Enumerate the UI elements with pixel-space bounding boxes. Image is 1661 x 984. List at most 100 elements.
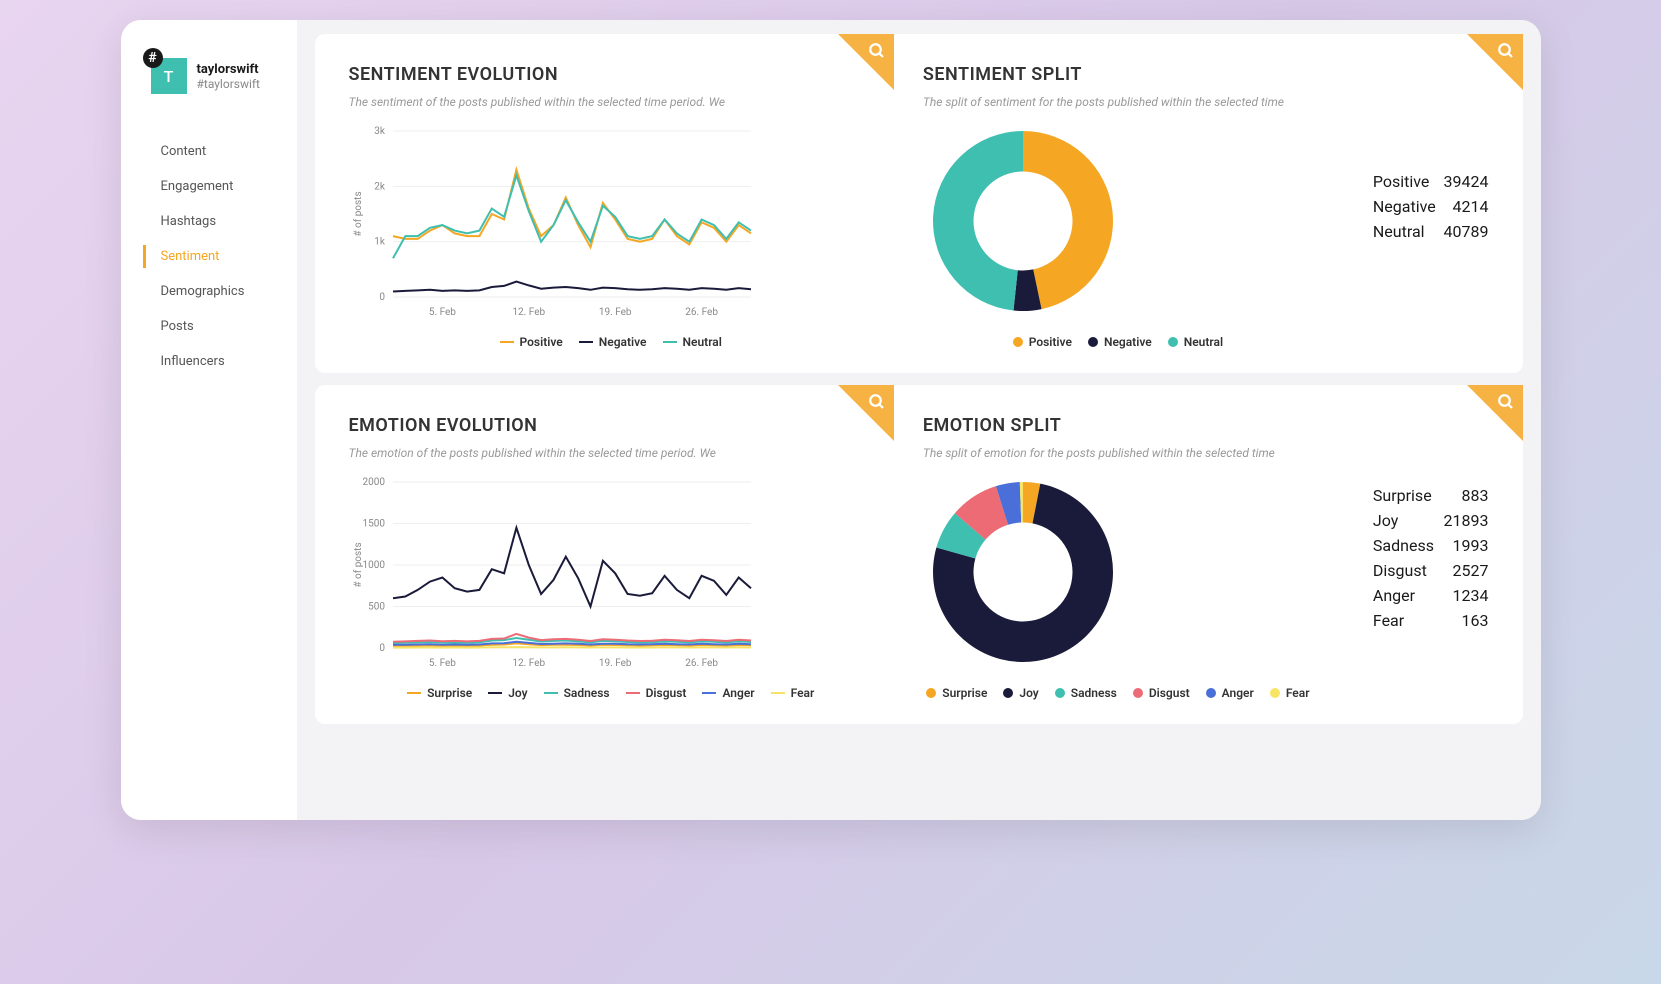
search-icon[interactable] — [1497, 393, 1515, 415]
stat-label: Joy — [1373, 511, 1398, 530]
legend-label: Surprise — [942, 686, 987, 700]
panel-desc: The split of emotion for the posts publi… — [923, 444, 1313, 464]
svg-text:0: 0 — [379, 292, 385, 303]
legend-label: Joy — [508, 686, 527, 700]
legend-label: Positive — [520, 335, 563, 349]
legend-item[interactable]: Positive — [500, 335, 563, 349]
sidebar-item-hashtags[interactable]: Hashtags — [121, 204, 297, 239]
legend-item[interactable]: Joy — [488, 686, 527, 700]
stat-label: Positive — [1373, 172, 1430, 191]
legend-label: Fear — [791, 686, 815, 700]
legend-label: Negative — [599, 335, 647, 349]
legend-item[interactable]: Fear — [771, 686, 815, 700]
legend-label: Neutral — [683, 335, 722, 349]
legend-item[interactable]: Disgust — [626, 686, 687, 700]
panel-title: EMOTION EVOLUTION — [349, 415, 873, 436]
legend-item[interactable]: Disgust — [1133, 686, 1190, 700]
stat-value: 4214 — [1453, 197, 1489, 216]
stat-label: Anger — [1373, 586, 1415, 605]
profile-block[interactable]: # T taylorswift #taylorswift — [121, 50, 297, 114]
legend-item[interactable]: Neutral — [663, 335, 722, 349]
profile-name: taylorswift — [197, 62, 261, 77]
legend-label: Fear — [1286, 686, 1310, 700]
stat-value: 163 — [1462, 611, 1489, 630]
sidebar: # T taylorswift #taylorswift ContentEnga… — [121, 20, 297, 820]
legend-label: Positive — [1029, 335, 1072, 349]
svg-text:26. Feb: 26. Feb — [685, 658, 718, 669]
legend-label: Neutral — [1184, 335, 1223, 349]
panel-title: SENTIMENT SPLIT — [923, 64, 1313, 85]
stat-value: 40789 — [1444, 222, 1489, 241]
search-icon[interactable] — [868, 393, 886, 415]
stats-table: Surprise883Joy21893Sadness1993Disgust252… — [1373, 483, 1489, 633]
legend-item[interactable]: Surprise — [407, 686, 472, 700]
svg-text:1000: 1000 — [362, 560, 385, 571]
stat-label: Sadness — [1373, 536, 1434, 555]
svg-text:2k: 2k — [374, 181, 386, 192]
legend-item[interactable]: Anger — [1206, 686, 1254, 700]
stat-label: Disgust — [1373, 561, 1427, 580]
sidebar-item-demographics[interactable]: Demographics — [121, 274, 297, 309]
donut-chart — [923, 121, 1313, 325]
svg-text:1500: 1500 — [362, 519, 385, 530]
nav: ContentEngagementHashtagsSentimentDemogr… — [121, 134, 297, 379]
stats-table: Positive 39424 Negative 4214 Neutral 40789 — [1373, 169, 1489, 244]
line-chart: 01k2k3k5. Feb12. Feb19. Feb26. Feb# of p… — [349, 121, 873, 325]
panel-desc: The split of sentiment for the posts pub… — [923, 93, 1313, 113]
emotion-split-panel: EMOTION SPLIT The split of emotion for t… — [923, 415, 1489, 700]
stat-label: Negative — [1373, 197, 1436, 216]
search-icon[interactable] — [1497, 42, 1515, 64]
svg-text:5. Feb: 5. Feb — [428, 658, 455, 669]
stat-row: Joy21893 — [1373, 508, 1489, 533]
stat-value: 39424 — [1444, 172, 1489, 191]
legend-label: Sadness — [564, 686, 610, 700]
svg-text:# of posts: # of posts — [352, 542, 364, 587]
svg-text:19. Feb: 19. Feb — [598, 307, 631, 318]
stat-row: Anger 1234 — [1373, 583, 1489, 608]
legend: Positive Negative Neutral — [349, 335, 873, 349]
donut-chart — [923, 472, 1313, 676]
legend-label: Joy — [1019, 686, 1038, 700]
stat-value: 1993 — [1453, 536, 1489, 555]
sidebar-item-posts[interactable]: Posts — [121, 309, 297, 344]
legend: Positive Negative Neutral — [923, 335, 1313, 349]
legend-label: Disgust — [1149, 686, 1190, 700]
profile-handle: #taylorswift — [197, 77, 261, 91]
svg-text:12. Feb: 12. Feb — [512, 658, 545, 669]
svg-text:19. Feb: 19. Feb — [598, 658, 631, 669]
stat-row: Disgust 2527 — [1373, 558, 1489, 583]
sidebar-item-content[interactable]: Content — [121, 134, 297, 169]
legend-item[interactable]: Sadness — [544, 686, 610, 700]
sidebar-item-sentiment[interactable]: Sentiment — [121, 239, 297, 274]
search-icon[interactable] — [868, 42, 886, 64]
stat-value: 883 — [1462, 486, 1489, 505]
legend-item[interactable]: Fear — [1270, 686, 1310, 700]
app-container: # T taylorswift #taylorswift ContentEnga… — [121, 20, 1541, 820]
legend-item[interactable]: Negative — [579, 335, 647, 349]
legend-label: Anger — [722, 686, 754, 700]
legend-item[interactable]: Anger — [702, 686, 754, 700]
legend: Surprise Joy Sadness Disgust Anger Fear — [923, 686, 1313, 700]
legend-item[interactable]: Negative — [1088, 335, 1152, 349]
svg-text:# of posts: # of posts — [352, 191, 364, 236]
legend-item[interactable]: Sadness — [1055, 686, 1117, 700]
profile-text: taylorswift #taylorswift — [197, 62, 261, 91]
stat-label: Neutral — [1373, 222, 1425, 241]
panel-title: SENTIMENT EVOLUTION — [349, 64, 873, 85]
svg-text:26. Feb: 26. Feb — [685, 307, 718, 318]
stat-value: 1234 — [1453, 586, 1489, 605]
emotion-card: EMOTION EVOLUTION The emotion of the pos… — [315, 385, 1523, 724]
main-content: SENTIMENT EVOLUTION The sentiment of the… — [297, 20, 1541, 820]
legend-item[interactable]: Joy — [1003, 686, 1038, 700]
sidebar-item-engagement[interactable]: Engagement — [121, 169, 297, 204]
stat-row: Neutral 40789 — [1373, 219, 1489, 244]
stat-row: Positive 39424 — [1373, 169, 1489, 194]
legend-item[interactable]: Surprise — [926, 686, 987, 700]
legend: Surprise Joy Sadness Disgust Anger Fear — [349, 686, 873, 700]
legend-item[interactable]: Positive — [1013, 335, 1072, 349]
legend-item[interactable]: Neutral — [1168, 335, 1223, 349]
sentiment-split-panel: SENTIMENT SPLIT The split of sentiment f… — [923, 64, 1489, 349]
sidebar-item-influencers[interactable]: Influencers — [121, 344, 297, 379]
stat-value: 2527 — [1453, 561, 1489, 580]
sentiment-evolution-panel: SENTIMENT EVOLUTION The sentiment of the… — [349, 64, 873, 349]
